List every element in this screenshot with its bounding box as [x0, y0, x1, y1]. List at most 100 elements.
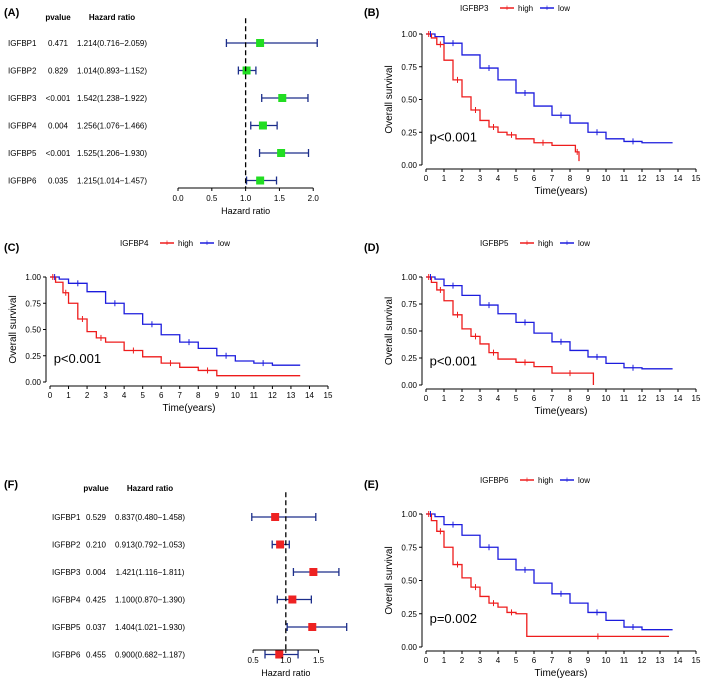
row-name: IGFBP1 — [8, 39, 37, 48]
y-tick-label: 0.50 — [401, 577, 417, 586]
panel-label: (F) — [4, 479, 18, 491]
x-tick-label: 6 — [159, 391, 164, 400]
y-tick-label: 1.00 — [401, 30, 417, 39]
legend-low-label: low — [558, 4, 570, 13]
km-plot-e: (E) IGFBP6 + high + low 0.00 0.25 0.50 0.75 1.00 0 1… — [364, 475, 701, 679]
legend-low-label: low — [578, 476, 590, 485]
x-tick-label: 10 — [602, 394, 611, 403]
y-tick-label: 0.50 — [25, 326, 41, 335]
y-tick-label: 0.75 — [401, 543, 417, 552]
x-axis-label: Time(years) — [163, 403, 216, 414]
row-hazard-ratio: 0.913(0.792−1.053) — [115, 541, 185, 550]
row-pvalue: <0.001 — [46, 94, 71, 103]
p-value-label: p=0.002 — [430, 611, 477, 626]
forest-plot-a: (A) pvalue Hazard ratio IGFBP1 0.471 1.214(0.… — [4, 7, 319, 216]
x-tick-label: 14 — [305, 391, 314, 400]
x-tick-label: 13 — [286, 391, 295, 400]
x-tick-label: 15 — [692, 394, 701, 403]
row-name: IGFBP1 — [52, 513, 81, 522]
pvalue-header: pvalue — [83, 484, 109, 493]
pvalue-header: pvalue — [45, 13, 71, 22]
x-tick-label: 5 — [514, 174, 519, 183]
x-tick-label: 4 — [496, 656, 501, 665]
y-tick-label: 0.25 — [401, 128, 417, 137]
x-tick-label: 2 — [460, 394, 465, 403]
x-tick-label: 7 — [550, 174, 555, 183]
hr-marker — [278, 94, 287, 102]
x-tick-label: 8 — [568, 174, 573, 183]
y-tick-label: 0.00 — [401, 381, 417, 390]
x-tick-label: 0 — [424, 394, 429, 403]
row-pvalue: 0.425 — [86, 596, 107, 605]
x-tick-label: 4 — [496, 174, 501, 183]
km-plot-b: (B) IGFBP3 + high + low 0.00 0.25 0.50 0.75 1.00 0 1… — [364, 3, 701, 197]
row-pvalue: 0.829 — [48, 67, 69, 76]
x-tick-label: 3 — [103, 391, 108, 400]
x-tick-label: 12 — [638, 656, 647, 665]
y-axis-label: Overall survival — [384, 546, 395, 614]
row-name: IGFBP3 — [52, 568, 81, 577]
x-tick-label: 0 — [424, 656, 429, 665]
x-tick-label: 6 — [532, 174, 537, 183]
row-pvalue: 0.529 — [86, 513, 107, 522]
row-hazard-ratio: 0.837(0.480−1.458) — [115, 513, 185, 522]
y-axis-label: Overall survival — [384, 297, 395, 365]
x-tick-label: 11 — [620, 394, 629, 403]
row-pvalue: <0.001 — [46, 149, 71, 158]
legend-low-cross: + — [564, 475, 569, 485]
x-tick-label: 9 — [215, 391, 220, 400]
row-name: IGFBP2 — [8, 67, 37, 76]
x-tick-label: 9 — [586, 656, 591, 665]
x-tick-label: 11 — [250, 391, 259, 400]
survival-curve-low — [426, 33, 673, 144]
x-tick-label: 8 — [568, 656, 573, 665]
row-pvalue: 0.004 — [48, 122, 69, 131]
x-tick-label: 1 — [442, 174, 447, 183]
x-tick-label: 7 — [550, 656, 555, 665]
x-tick-label: 8 — [196, 391, 201, 400]
row-name: IGFBP6 — [8, 177, 37, 186]
x-tick-label: 0.0 — [172, 194, 184, 203]
row-pvalue: 0.471 — [48, 39, 69, 48]
x-tick-label: 1.5 — [313, 656, 325, 665]
legend-low-label: low — [218, 239, 230, 248]
panel-label: (A) — [4, 7, 20, 19]
x-tick-label: 10 — [231, 391, 240, 400]
row-name: IGFBP4 — [52, 596, 81, 605]
row-name: IGFBP6 — [52, 651, 81, 660]
x-tick-label: 13 — [656, 656, 665, 665]
x-tick-label: 1.0 — [240, 194, 252, 203]
x-tick-label: 11 — [620, 174, 629, 183]
x-tick-label: 1 — [442, 656, 447, 665]
x-tick-label: 12 — [638, 394, 647, 403]
panel-label: (B) — [364, 7, 380, 19]
x-tick-label: 5 — [140, 391, 145, 400]
x-tick-label: 14 — [674, 394, 683, 403]
x-tick-label: 6 — [532, 394, 537, 403]
x-tick-label: 10 — [602, 174, 611, 183]
hr-marker — [309, 568, 318, 576]
legend-low-cross: + — [544, 3, 549, 13]
x-axis-label: Hazard ratio — [221, 206, 270, 216]
y-tick-label: 0.25 — [25, 352, 41, 361]
y-tick-label: 1.00 — [401, 510, 417, 519]
legend-high-cross: + — [504, 3, 509, 13]
y-tick-label: 0.75 — [25, 299, 41, 308]
row-hazard-ratio: 1.542(1.238−1.922) — [77, 94, 147, 103]
x-tick-label: 8 — [568, 394, 573, 403]
km-plot-d: (D) IGFBP5 + high + low 0.00 0.25 0.50 0.75 1.00 0 1… — [364, 238, 701, 417]
x-tick-label: 2 — [460, 656, 465, 665]
p-value-label: p<0.001 — [430, 129, 477, 144]
legend-title: IGFBP6 — [480, 476, 509, 485]
row-hazard-ratio: 1.421(1.116−1.811) — [116, 568, 185, 577]
hr-marker — [275, 650, 284, 659]
x-tick-label: 13 — [656, 394, 665, 403]
panel-label: (D) — [364, 242, 380, 254]
hr-marker — [258, 121, 267, 130]
x-tick-label: 6 — [532, 656, 537, 665]
forest-plot-f: (F) pvalue Hazard ratio IGFBP1 0.529 0.837(0.… — [4, 479, 348, 678]
row-hazard-ratio: 1.215(1.014−1.457) — [77, 177, 147, 186]
row-hazard-ratio: 1.256(1.076−1.466) — [77, 122, 147, 131]
row-name: IGFBP5 — [52, 623, 81, 632]
survival-curve-high — [426, 276, 595, 385]
